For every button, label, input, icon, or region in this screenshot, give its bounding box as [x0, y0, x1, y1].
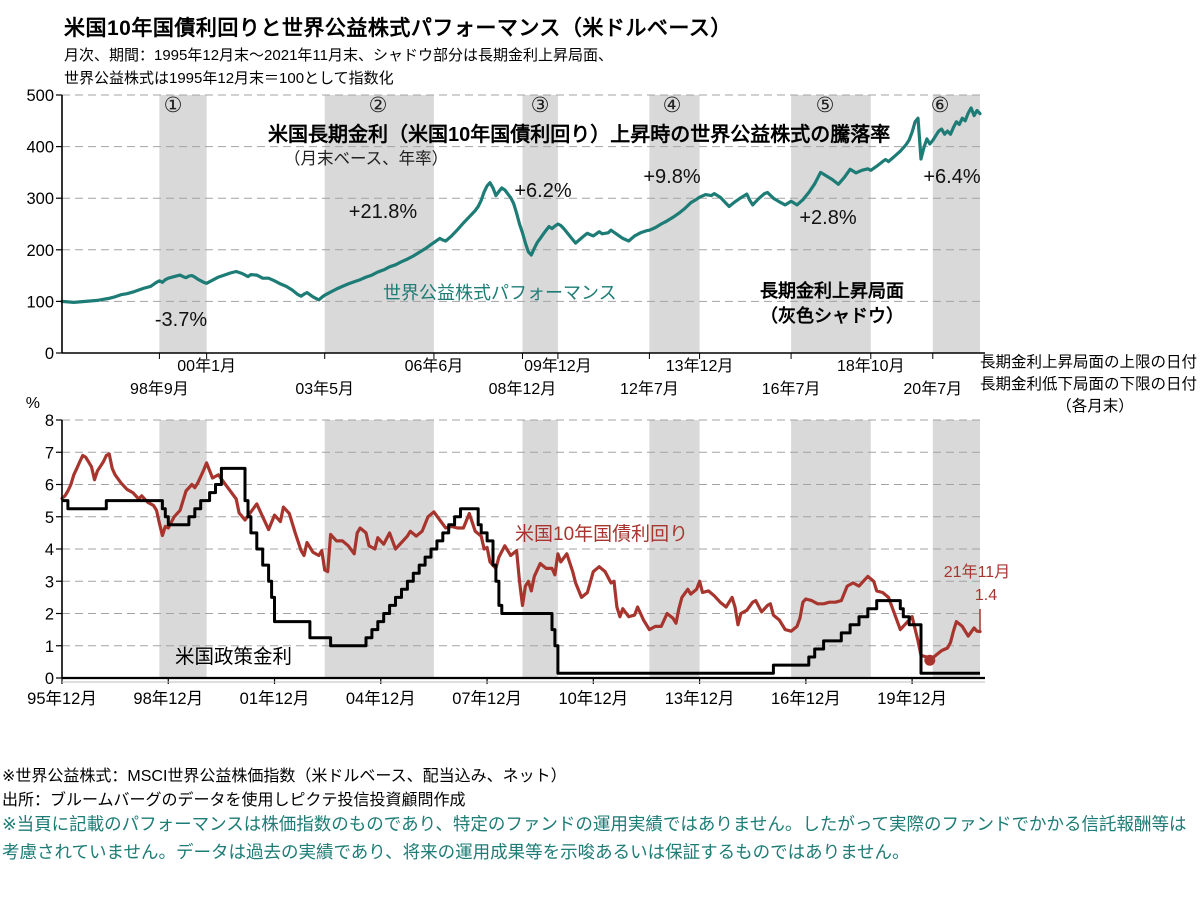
yield-low-marker-dot	[924, 654, 936, 666]
x-tick-label-bottom: 10年12月	[558, 689, 628, 708]
latest-value-date-label: 21年11月	[944, 563, 1010, 581]
band-start-date-label: 12年7月	[620, 380, 679, 398]
y-tick-label-top: 100	[26, 293, 54, 311]
rate-rise-band-top	[159, 95, 207, 353]
axes	[61, 95, 985, 683]
period-number-label: ⑤	[816, 94, 835, 117]
period-number-label: ①	[164, 94, 183, 117]
period-number-label: ③	[531, 94, 550, 117]
index-footnote: ※世界公益株式：MSCI世界公益株価指数（米ドルベース、配当込み、ネット）	[2, 768, 567, 785]
annotation-subtitle: （月末ベース、年率）	[284, 149, 448, 168]
band-end-date-label: 18年10月	[837, 357, 905, 375]
period-number-label: ⑥	[931, 94, 950, 117]
period-return-label: +21.8%	[349, 201, 418, 223]
y-tick-label-top: 200	[26, 242, 54, 260]
data-series-lines	[60, 106, 982, 675]
y-tick-label-bottom: 4	[45, 541, 54, 559]
period-return-label: +6.2%	[514, 180, 571, 202]
band-end-date-label: 13年12月	[666, 357, 734, 375]
y-tick-label-top: 500	[26, 87, 54, 105]
y-tick-label-top: 400	[26, 139, 54, 157]
band-start-date-label: 03年5月	[295, 380, 354, 398]
rate-rise-band-top	[791, 95, 871, 353]
band-start-date-label: 20年7月	[903, 380, 962, 398]
x-tick-label-bottom: 01年12月	[240, 689, 310, 708]
y-tick-label-bottom: 1	[45, 638, 54, 656]
y-tick-label-bottom: 5	[45, 509, 54, 527]
chart-subtitle-line1: 月次、期間：1995年12月末～2021年11月末、シャドウ部分は長期金利上昇局…	[64, 47, 613, 64]
y-tick-label-bottom: 3	[45, 573, 54, 591]
period-return-label: +6.4%	[923, 166, 980, 188]
rate-rise-band-top	[324, 95, 434, 353]
shadow-legend-line1: 長期金利上昇局面	[760, 280, 904, 301]
rate-rise-band-top	[649, 95, 700, 353]
annotation-title: 米国長期金利（米国10年国債利回り）上昇時の世界公益株式の騰落率	[268, 122, 890, 146]
axis-ticks-and-labels: 98年9月 00年1月 03年5月 06年6月 08年12月 09年12月 12年7月 13年…	[26, 87, 962, 708]
x-tick-label-bottom: 16年12月	[771, 689, 841, 708]
shaded-rate-rise-bands	[159, 95, 980, 678]
right-note-line2: 長期金利低下局面の下限の日付	[980, 375, 1197, 393]
source-note: 出所：ブルームバーグのデータを使用しピクテ投信投資顧問作成	[2, 792, 466, 809]
period-return-label: -3.7%	[155, 309, 207, 331]
policy-rate-step-line	[62, 466, 980, 675]
right-note-line1: 長期金利上昇局面の上限の日付	[980, 353, 1197, 371]
period-number-label: ④	[663, 94, 682, 117]
y-tick-label-top: 0	[45, 345, 54, 363]
band-start-date-label: 08年12月	[489, 380, 557, 398]
y-tick-label-bottom: 6	[45, 477, 54, 495]
y-tick-label-bottom: 2	[45, 606, 54, 624]
utilities-index-line	[60, 106, 982, 304]
policy-rate-series-label: 米国政策金利	[175, 646, 292, 668]
period-annotations: ① -3.7% ② +21.8% ③ +6.2% ④ +9.8% ⑤ +2.8% ⑥ +6.4%	[155, 94, 981, 331]
utilities-series-label: 世界公益株式パフォーマンス	[383, 283, 617, 303]
dual-chart-canvas: 98年9月 00年1月 03年5月 06年6月 08年12月 09年12月 12年7月 13年…	[26, 87, 1197, 708]
band-end-date-label: 00年1月	[177, 357, 236, 375]
x-tick-label-bottom: 13年12月	[665, 689, 735, 708]
shadow-legend-line2: （灰色シャドウ）	[760, 305, 904, 326]
treasury-yield-line	[60, 452, 982, 662]
band-end-date-label: 09年12月	[524, 357, 592, 375]
period-return-label: +2.8%	[799, 207, 856, 229]
period-return-label: +9.8%	[643, 166, 700, 188]
x-tick-label-bottom: 07年12月	[452, 689, 522, 708]
y-tick-label-bottom: 7	[45, 444, 54, 462]
rate-rise-band-top	[932, 95, 980, 353]
page-title: 米国10年国債利回りと世界公益株式パフォーマンス（米ドルベース）	[64, 17, 732, 40]
rate-rise-band-top	[522, 95, 558, 353]
y-tick-label-bottom: 8	[45, 412, 54, 430]
period-number-label: ②	[369, 94, 388, 117]
percent-axis-unit-label: %	[26, 395, 40, 412]
rate-rise-band-bottom	[522, 420, 558, 678]
band-start-date-label: 16年7月	[762, 380, 821, 398]
x-tick-label-bottom: 98年12月	[133, 689, 203, 708]
treasury-series-label: 米国10年国債利回り	[515, 523, 688, 545]
band-end-date-label: 06年6月	[405, 357, 464, 375]
y-tick-label-top: 300	[26, 190, 54, 208]
x-tick-label-bottom: 19年12月	[877, 689, 947, 708]
disclaimer-text: ※当頁に記載のパフォーマンスは株価指数のものであり、特定のファンドの運用実績では…	[2, 814, 1187, 862]
x-tick-label-bottom: 04年12月	[346, 689, 416, 708]
band-start-date-label: 98年9月	[130, 380, 189, 398]
chart-subtitle-line2: 世界公益株式は1995年12月末＝100として指数化	[64, 70, 394, 87]
y-tick-label-bottom: 0	[45, 670, 54, 688]
x-tick-label-bottom: 95年12月	[27, 689, 97, 708]
right-note-line3: （各月末）	[1056, 397, 1134, 415]
latest-value-label: 1.4	[975, 587, 997, 604]
